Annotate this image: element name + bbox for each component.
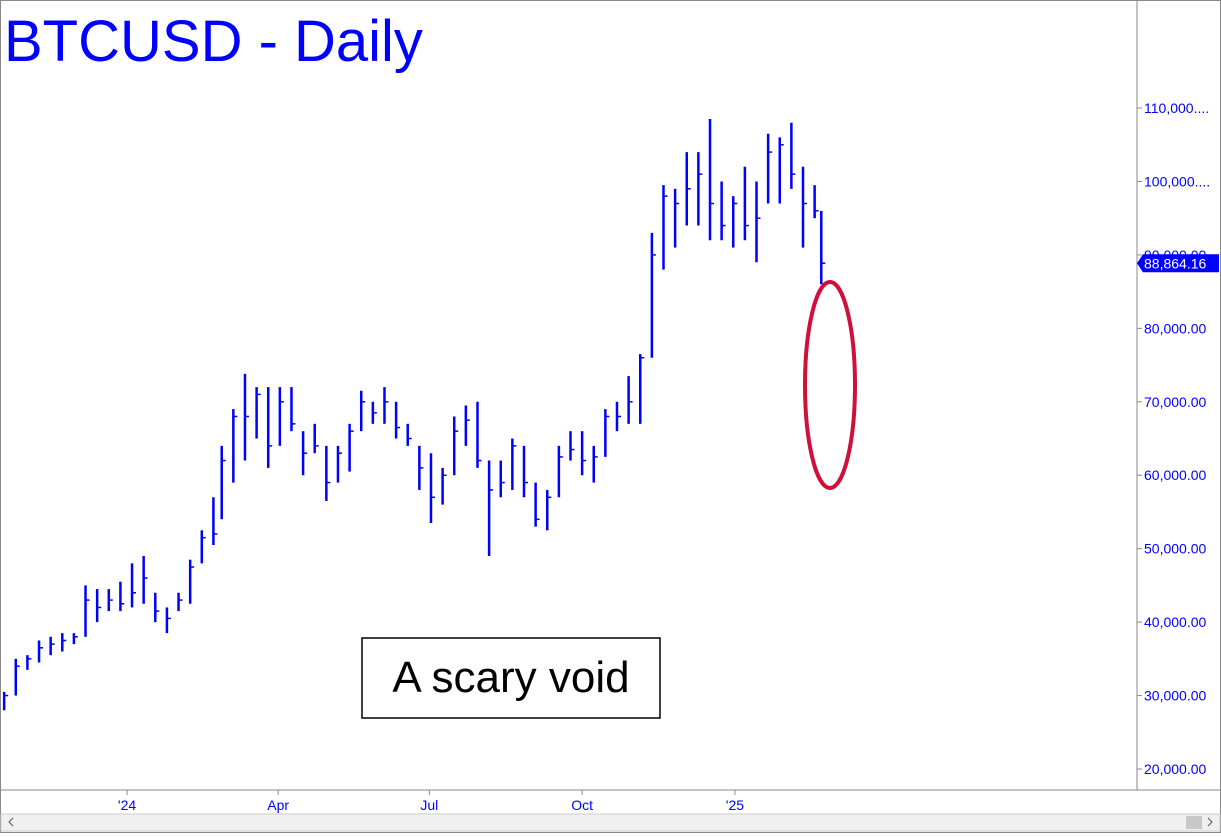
x-tick-label: '25 — [726, 797, 744, 813]
y-tick-label: 60,000.00 — [1144, 467, 1206, 483]
y-tick-label: 40,000.00 — [1144, 614, 1206, 630]
plot: 20,000.00 30,000.00 40,000.00 50,000.00 60,0… — [2, 100, 1219, 813]
x-tick-label: '24 — [118, 797, 136, 813]
scroll-right[interactable] — [1207, 817, 1213, 827]
annotation: A scary void — [392, 653, 629, 702]
last-price-flag — [1137, 254, 1219, 273]
x-tick-label: Jul — [420, 797, 438, 813]
x-tick-label: Apr — [267, 797, 289, 813]
x-tick-label: Oct — [571, 797, 593, 813]
y-tick-label: 80,000.00 — [1144, 320, 1206, 336]
y-tick-label: 100,000.... — [1144, 173, 1210, 189]
y-tick-label: 30,000.00 — [1144, 688, 1206, 704]
scrollbar-thumb[interactable] — [1186, 816, 1202, 829]
y-tick-label: 50,000.00 — [1144, 541, 1206, 557]
scrollbar[interactable] — [0, 813, 1221, 832]
chart-title: BTCUSD - Daily — [4, 9, 423, 74]
scrollbar-track[interactable] — [0, 813, 1221, 832]
scroll-left[interactable] — [8, 817, 14, 827]
last-price-label: 88,864.16 — [1144, 255, 1206, 271]
void-ellipse — [803, 280, 857, 490]
annotation-box — [361, 637, 661, 719]
last-price-tag: 88,864.16 — [1137, 254, 1219, 273]
y-tick-label: 70,000.00 — [1144, 394, 1206, 410]
y-tick-label: 110,000.... — [1144, 100, 1209, 116]
y-tick-label: 20,000.00 — [1144, 761, 1206, 777]
